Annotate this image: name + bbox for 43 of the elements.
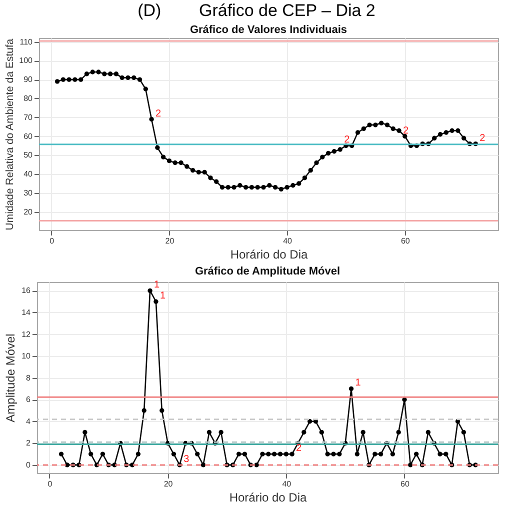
annotation: 1 <box>160 290 166 302</box>
annotation: 1 <box>355 378 362 389</box>
x-axis-title: Horário do Dia <box>229 490 308 504</box>
y-tick-label: 50 <box>24 150 34 160</box>
y-tick-label: 70 <box>24 112 34 122</box>
y-tick-label: 4 <box>26 416 32 426</box>
y-tick-label: 6 <box>26 395 32 404</box>
y-tick-label: 12 <box>22 330 32 339</box>
y-tick-label: 110 <box>20 37 34 46</box>
x-tick-label: 60 <box>400 236 410 246</box>
y-tick-label: 40 <box>24 170 34 179</box>
y-tick-label: 0 <box>26 460 32 470</box>
chart-title: Gráfico de Valores Individuais <box>190 24 348 36</box>
y-tick-label: 20 <box>24 207 34 216</box>
annotation: 2 <box>344 134 350 146</box>
y-tick-label: 60 <box>24 132 34 141</box>
text: (D) Gráfico de CEP – Dia 2 <box>138 1 376 20</box>
x-tick-label: 0 <box>50 236 55 246</box>
annotation: 3 <box>184 454 190 465</box>
x-tick-label: 0 <box>48 480 53 488</box>
annotation: 2 <box>480 132 486 144</box>
annotation: 1 <box>154 280 160 291</box>
x-tick-label: 40 <box>282 480 292 488</box>
y-tick-label: 10 <box>22 352 32 361</box>
x-tick-label: 40 <box>283 236 293 246</box>
y-tick-label: 90 <box>24 75 34 84</box>
x-tick-label: 20 <box>164 480 174 488</box>
x-axis-title: Horário do Dia <box>230 248 308 262</box>
y-tick-label: 30 <box>24 188 34 198</box>
annotation: 2 <box>296 443 302 454</box>
y-tick-label: 14 <box>22 308 32 317</box>
y-tick-label: 8 <box>26 373 32 382</box>
annotation: 2 <box>403 125 410 136</box>
y-tick-label: 16 <box>22 286 32 296</box>
x-tick-label: 60 <box>400 480 410 488</box>
y-axis-title: Amplitude Móvel <box>4 334 18 422</box>
x-tick-label: 20 <box>165 236 175 246</box>
annotation: 2 <box>156 108 162 120</box>
chart-title: Gráfico de Amplitude Móvel <box>194 266 340 278</box>
y-tick-label: 100 <box>19 56 34 66</box>
y-tick-label: 2 <box>26 438 32 448</box>
y-axis-title: Umidade Relativa do Ambiente da Estufa <box>4 38 16 230</box>
y-tick-label: 80 <box>24 94 34 103</box>
